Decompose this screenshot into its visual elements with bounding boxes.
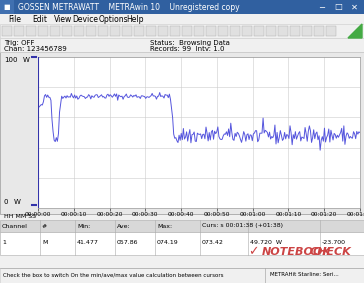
Text: GOSSEN METRAWATT    METRAwin 10    Unregistered copy: GOSSEN METRAWATT METRAwin 10 Unregistere… (18, 3, 240, 12)
Bar (0, 52, 364, 214)
Bar (74, 26, 84, 36)
Text: ✕: ✕ (351, 3, 357, 12)
Bar (206, 26, 216, 36)
Bar (266, 26, 276, 36)
Bar (0, 24, 364, 38)
Bar (2, 26, 12, 36)
Bar (302, 26, 312, 36)
Text: ─: ─ (320, 3, 324, 12)
Bar (62, 26, 72, 36)
Bar (0, 14, 364, 24)
Bar (218, 26, 228, 36)
Bar (0, 220, 364, 232)
Text: NOTEBOOK: NOTEBOOK (262, 247, 332, 257)
Text: ■: ■ (4, 4, 10, 10)
Bar (0, 268, 364, 283)
Text: Channel: Channel (2, 224, 28, 228)
Bar (0, 232, 364, 255)
Text: Max:: Max: (157, 224, 172, 228)
Text: 100: 100 (4, 57, 17, 63)
Text: Ave:: Ave: (117, 224, 131, 228)
Text: 074.19: 074.19 (157, 241, 179, 245)
Bar (0, 38, 364, 52)
Bar (0, 0, 364, 14)
Bar (0, 0, 14, 14)
Text: 1: 1 (2, 241, 6, 245)
Bar (254, 26, 264, 36)
Text: Device: Device (72, 14, 98, 23)
Text: M: M (42, 241, 47, 245)
Bar (98, 26, 108, 36)
Bar (146, 26, 156, 36)
Polygon shape (348, 24, 362, 38)
Bar (38, 26, 48, 36)
Bar (314, 26, 324, 36)
Text: W: W (23, 57, 30, 63)
Bar (326, 26, 336, 36)
Text: Check the box to switch On the min/ave/max value calculation between cursors: Check the box to switch On the min/ave/m… (3, 273, 223, 278)
Bar (110, 26, 120, 36)
Text: W: W (14, 199, 21, 205)
Text: Trig: OFF: Trig: OFF (4, 40, 35, 46)
Text: #: # (42, 224, 47, 228)
Bar (134, 26, 144, 36)
Text: Min:: Min: (77, 224, 90, 228)
Text: Chan: 123456789: Chan: 123456789 (4, 46, 67, 52)
Bar (14, 26, 24, 36)
Bar (122, 26, 132, 36)
Bar (50, 26, 60, 36)
Text: Help: Help (126, 14, 143, 23)
Bar (242, 26, 252, 36)
Bar (278, 26, 288, 36)
Text: 49.720  W: 49.720 W (250, 241, 282, 245)
Text: 057.86: 057.86 (117, 241, 138, 245)
Text: ✓: ✓ (248, 245, 258, 258)
Text: Status:  Browsing Data: Status: Browsing Data (150, 40, 230, 46)
Text: 073.42: 073.42 (202, 241, 224, 245)
Bar (290, 26, 300, 36)
Text: □: □ (334, 3, 342, 12)
Text: Curs: s 00:01:38 (+01:38): Curs: s 00:01:38 (+01:38) (202, 224, 283, 228)
Text: 0: 0 (4, 199, 8, 205)
Text: File: File (8, 14, 21, 23)
Text: CHECK: CHECK (310, 247, 352, 257)
Text: Edit: Edit (32, 14, 47, 23)
Bar (194, 26, 204, 36)
Text: -23.700: -23.700 (322, 241, 346, 245)
Text: 41.477: 41.477 (77, 241, 99, 245)
Bar (26, 26, 36, 36)
Text: View: View (54, 14, 72, 23)
Bar (158, 26, 168, 36)
Text: HH MM SS: HH MM SS (4, 213, 36, 218)
Bar (170, 26, 180, 36)
Bar (86, 26, 96, 36)
Text: Records: 99  Intv: 1.0: Records: 99 Intv: 1.0 (150, 46, 225, 52)
Text: METRAHit Starline: Seri...: METRAHit Starline: Seri... (270, 273, 339, 278)
Bar (230, 26, 240, 36)
Text: Options: Options (99, 14, 128, 23)
Bar (182, 26, 192, 36)
